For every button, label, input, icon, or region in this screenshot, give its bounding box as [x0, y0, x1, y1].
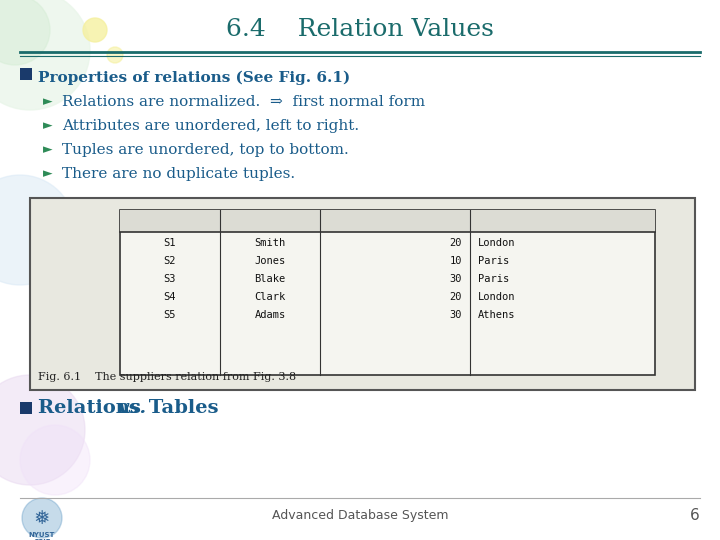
- Text: 30: 30: [449, 274, 462, 284]
- Circle shape: [83, 18, 107, 42]
- Text: London: London: [478, 238, 516, 248]
- Text: NYUST
CSIE: NYUST CSIE: [29, 532, 55, 540]
- Text: Blake: Blake: [254, 274, 286, 284]
- Text: 10: 10: [449, 256, 462, 266]
- Circle shape: [0, 0, 90, 110]
- Text: CITY    : CHAR: CITY : CHAR: [518, 216, 606, 226]
- Text: ►: ►: [43, 167, 53, 180]
- Text: S5: S5: [163, 310, 176, 320]
- Text: 20: 20: [449, 238, 462, 248]
- Text: Athens: Athens: [478, 310, 516, 320]
- Bar: [30, 198, 695, 390]
- Circle shape: [0, 175, 75, 285]
- Text: Advanced Database System: Advanced Database System: [271, 510, 449, 523]
- Text: SNAME : NAME: SNAME : NAME: [233, 216, 307, 226]
- Text: ►: ►: [43, 144, 53, 157]
- Text: Clark: Clark: [254, 292, 286, 302]
- Text: Properties of relations (See Fig. 6.1): Properties of relations (See Fig. 6.1): [38, 71, 350, 85]
- Text: S4: S4: [163, 292, 176, 302]
- Text: Smith: Smith: [254, 238, 286, 248]
- Text: Attributes are unordered, left to right.: Attributes are unordered, left to right.: [62, 119, 359, 133]
- Text: S2: S2: [163, 256, 176, 266]
- Text: 30: 30: [449, 310, 462, 320]
- Text: ❅: ❅: [34, 509, 50, 528]
- Bar: [20, 68, 32, 80]
- Text: 6: 6: [690, 509, 700, 523]
- Text: Relations: Relations: [38, 399, 148, 417]
- Text: Tables: Tables: [142, 399, 218, 417]
- Bar: [20, 402, 32, 414]
- Text: S3: S3: [163, 274, 176, 284]
- Text: Adams: Adams: [254, 310, 286, 320]
- Bar: [120, 210, 655, 232]
- Text: ►: ►: [43, 119, 53, 132]
- Text: Paris: Paris: [478, 274, 509, 284]
- Circle shape: [22, 498, 62, 538]
- Text: 6.4    Relation Values: 6.4 Relation Values: [226, 18, 494, 42]
- Text: S1: S1: [163, 238, 176, 248]
- Bar: [120, 210, 655, 375]
- Text: Jones: Jones: [254, 256, 286, 266]
- Text: ►: ►: [43, 96, 53, 109]
- Text: Paris: Paris: [478, 256, 509, 266]
- Circle shape: [0, 0, 50, 65]
- Text: Fig. 6.1    The suppliers relation from Fig. 3.8: Fig. 6.1 The suppliers relation from Fig…: [38, 372, 296, 382]
- Circle shape: [20, 425, 90, 495]
- Text: London: London: [478, 292, 516, 302]
- Circle shape: [107, 47, 123, 63]
- Text: STATUS : INTEGER: STATUS : INTEGER: [345, 216, 445, 226]
- Circle shape: [0, 375, 85, 485]
- Text: Relations are normalized.  ⇒  first normal form: Relations are normalized. ⇒ first normal…: [62, 95, 425, 109]
- Text: 20: 20: [449, 292, 462, 302]
- Text: vs.: vs.: [118, 399, 147, 417]
- Text: Tuples are unordered, top to bottom.: Tuples are unordered, top to bottom.: [62, 143, 348, 157]
- Text: There are no duplicate tuples.: There are no duplicate tuples.: [62, 167, 295, 181]
- Text: S# : S#: S# : S#: [148, 216, 192, 226]
